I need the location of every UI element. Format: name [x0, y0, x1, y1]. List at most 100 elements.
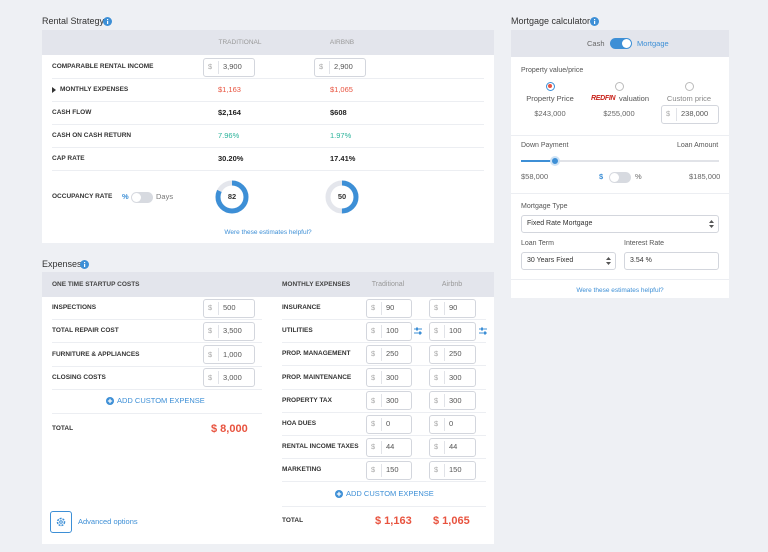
input-field[interactable]: $1,000: [203, 345, 255, 365]
input-field[interactable]: $90: [429, 298, 476, 318]
input-field[interactable]: $100: [366, 321, 412, 341]
input-value: 300: [386, 372, 399, 382]
row-value: 17.41%: [330, 154, 356, 163]
input-field[interactable]: $150: [366, 460, 412, 480]
unit-option: $: [599, 172, 604, 181]
column-header: MONTHLY EXPENSES: [282, 281, 351, 288]
occupancy-donut: [215, 180, 249, 214]
currency-prefix: $: [434, 442, 439, 452]
field-label: Interest Rate: [624, 240, 665, 247]
input-divider: [444, 347, 445, 361]
input-field[interactable]: $0: [366, 414, 412, 434]
donut-arc: [325, 180, 359, 214]
row-separator: [282, 506, 486, 507]
select-arrows: [709, 220, 714, 228]
input-value: 150: [386, 465, 399, 475]
input-value: 90: [386, 303, 395, 312]
input-divider: [676, 107, 677, 121]
input-divider: [444, 301, 445, 315]
input-field[interactable]: $300: [366, 368, 412, 388]
input-field[interactable]: $44: [429, 437, 476, 457]
redfin-logo: REDFIN: [591, 95, 616, 102]
add-expense-button[interactable]: ADD CUSTOM EXPENSE: [117, 396, 205, 405]
info-icon: [80, 260, 89, 269]
input-divider: [444, 417, 445, 431]
section-title: Rental Strategy: [42, 16, 105, 26]
input-divider: [444, 440, 445, 454]
row-separator: [52, 319, 262, 320]
advanced-options-link[interactable]: Advanced options: [78, 517, 138, 526]
input-field[interactable]: $250: [366, 344, 412, 364]
field-label: Loan Amount: [677, 142, 719, 149]
currency-prefix: $: [434, 349, 439, 359]
option-label: valuation: [619, 94, 650, 103]
info-icon: [103, 17, 112, 26]
input-field[interactable]: $3,000: [203, 368, 255, 388]
input-field[interactable]: $250: [429, 344, 476, 364]
radio-button[interactable]: [545, 81, 555, 91]
row-separator: [52, 124, 484, 125]
slider-handle[interactable]: [550, 156, 560, 166]
row-separator: [52, 342, 262, 344]
input-field[interactable]: $90: [366, 298, 412, 318]
expand-arrow: [52, 87, 56, 93]
radio-dot: [548, 84, 552, 88]
field-label: Down Payment: [521, 142, 569, 149]
row-value: 7.96%: [218, 131, 240, 140]
radio-button[interactable]: [684, 81, 694, 91]
field-label: Mortgage Type: [521, 203, 568, 210]
row-separator: [52, 101, 484, 102]
plus-icon: [335, 490, 343, 498]
input-field[interactable]: $0: [429, 414, 476, 434]
expense-label: PROPERTY TAX: [282, 396, 332, 404]
currency-prefix: $: [434, 395, 439, 405]
input-field[interactable]: $300: [366, 391, 412, 411]
row-separator: [282, 365, 486, 367]
input-field[interactable]: $3,900: [203, 57, 255, 77]
currency-prefix: $: [208, 372, 213, 382]
toggle-switch[interactable]: [131, 192, 153, 203]
input-field[interactable]: $2,900: [314, 57, 366, 77]
input-value: 0: [449, 419, 454, 428]
row-value: $608: [330, 108, 347, 117]
select-field[interactable]: Fixed Rate Mortgage: [521, 215, 719, 233]
row-separator: [282, 458, 486, 460]
input-value: 238,000: [681, 109, 709, 118]
input-value: 150: [449, 465, 462, 475]
input-value: 250: [386, 349, 399, 359]
input-value: 2,900: [334, 62, 353, 71]
select-field[interactable]: 3.54 %: [624, 252, 719, 270]
input-field[interactable]: $300: [429, 368, 476, 388]
add-expense-button[interactable]: ADD CUSTOM EXPENSE: [346, 489, 434, 498]
select-arrows: [606, 257, 611, 265]
toggle-switch[interactable]: [609, 172, 631, 183]
input-field[interactable]: $238,000: [661, 104, 719, 124]
input-value: 300: [386, 395, 399, 405]
input-field[interactable]: $150: [429, 460, 476, 480]
select-field[interactable]: 30 Years Fixed: [521, 252, 616, 270]
expense-label: RENTAL INCOME TAXES: [282, 443, 359, 451]
currency-prefix: $: [434, 419, 439, 428]
input-field[interactable]: $3,500: [203, 321, 255, 341]
row-separator: [282, 481, 486, 483]
input-divider: [218, 371, 219, 385]
input-value: 500: [223, 303, 236, 312]
input-value: 100: [449, 326, 462, 336]
row-label: CASH ON CASH RETURN: [52, 132, 132, 139]
row-label: OCCUPANCY RATE: [52, 193, 113, 200]
radio-button[interactable]: [614, 81, 624, 91]
input-field[interactable]: $44: [366, 437, 412, 457]
currency-prefix: $: [666, 109, 671, 118]
input-field[interactable]: $100: [429, 321, 476, 341]
toggle-switch[interactable]: [610, 38, 632, 49]
expense-label: CLOSING COSTS: [52, 373, 106, 381]
toggle-option: Mortgage: [637, 39, 669, 48]
advanced-options-button[interactable]: [50, 511, 72, 533]
input-field[interactable]: $500: [203, 298, 255, 318]
currency-prefix: $: [434, 465, 439, 475]
rental-panel: TRADITIONALAIRBNBCOMPARABLE RENTAL INCOM…: [42, 30, 494, 243]
select-value: 30 Years Fixed: [527, 257, 574, 264]
unit-option: %: [122, 192, 129, 201]
input-field[interactable]: $300: [429, 391, 476, 411]
